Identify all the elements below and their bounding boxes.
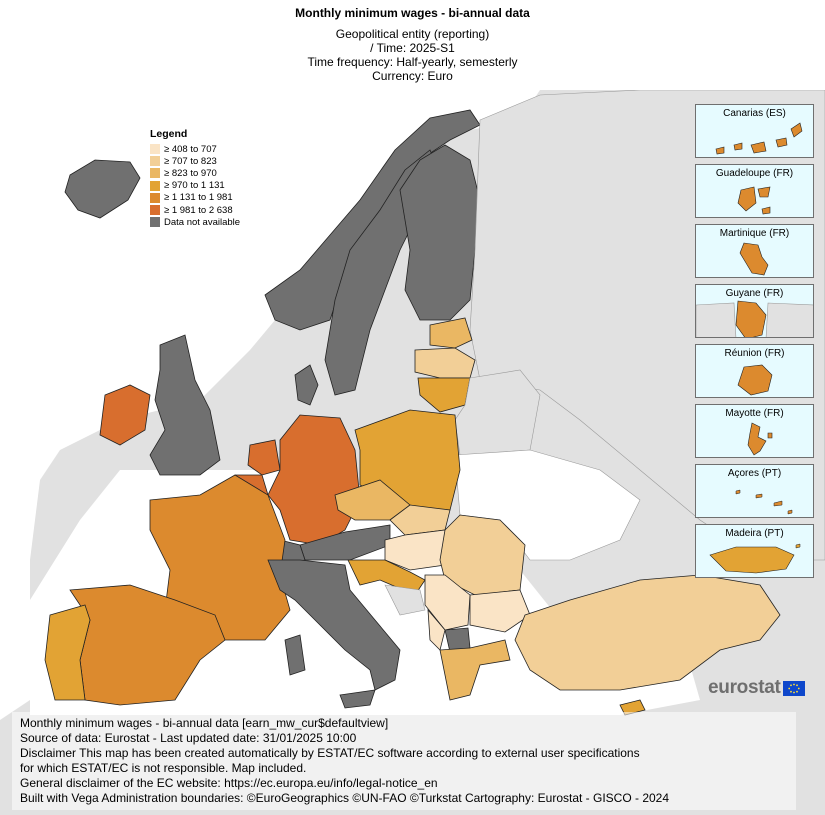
country-turkey[interactable] — [514, 574, 781, 691]
country-netherlands[interactable] — [247, 439, 281, 476]
footer-dataset: Monthly minimum wages - bi-annual data [… — [20, 716, 389, 730]
legend-label: ≥ 707 to 823 — [164, 155, 217, 167]
legend-swatch — [150, 168, 160, 179]
inset-map — [747, 422, 773, 456]
country-italy[interactable] — [267, 559, 401, 691]
subtitle-time: / Time: 2025-S1 — [370, 41, 455, 55]
footer-source: Source of data: Eurostat - Last updated … — [20, 731, 357, 745]
map-title: Monthly minimum wages - bi-annual data — [295, 6, 530, 20]
map-area[interactable] — [0, 90, 825, 815]
country-italy-sicily[interactable] — [339, 689, 376, 709]
inset-map — [735, 489, 793, 515]
inset-map — [737, 186, 771, 215]
country-serbia[interactable] — [424, 574, 471, 631]
country-united-kingdom[interactable] — [149, 334, 221, 476]
eurostat-logo: eurostat — [708, 677, 805, 699]
country-greece[interactable] — [439, 639, 511, 701]
subtitle-currency: Currency: Euro — [372, 69, 453, 83]
legend-swatch — [150, 205, 160, 216]
country-denmark[interactable] — [294, 364, 319, 406]
country-lithuania[interactable] — [417, 377, 471, 413]
legend-item: ≥ 970 to 1 131 — [150, 180, 240, 192]
inset-madeira[interactable]: Madeira (PT) — [695, 524, 814, 578]
legend-swatch — [150, 217, 160, 228]
inset-label: Guyane (FR) — [725, 288, 784, 299]
legend-item: ≥ 823 to 970 — [150, 167, 240, 179]
inset-map — [739, 242, 769, 276]
country-iceland[interactable] — [64, 159, 141, 219]
legend-swatch — [150, 180, 160, 191]
inset-reunion[interactable]: Réunion (FR) — [695, 344, 814, 398]
inset-martinique[interactable]: Martinique (FR) — [695, 224, 814, 278]
inset-canarias[interactable]: Canarias (ES) — [695, 104, 814, 158]
legend-label: ≥ 823 to 970 — [164, 167, 217, 179]
inset-guyane[interactable]: Guyane (FR) — [695, 284, 814, 338]
legend-label: ≥ 1 981 to 2 638 — [164, 204, 233, 216]
inset-map — [737, 364, 773, 396]
legend-label: ≥ 408 to 707 — [164, 143, 217, 155]
inset-acores[interactable]: Açores (PT) — [695, 464, 814, 518]
footer-disclaimer-cont: for which ESTAT/EC is not responsible. M… — [20, 761, 307, 775]
legend-title: Legend — [150, 128, 188, 140]
country-finland[interactable] — [399, 144, 481, 321]
legend-label: ≥ 970 to 1 131 — [164, 180, 225, 192]
inset-label: Canarias (ES) — [723, 108, 786, 119]
subtitle-geo: Geopolitical entity (reporting) — [335, 27, 490, 41]
country-slovakia[interactable] — [389, 504, 451, 536]
legend-swatch — [150, 192, 160, 203]
legend-item: ≥ 408 to 707 — [150, 143, 240, 155]
footer-backdrop — [12, 712, 796, 810]
country-estonia[interactable] — [429, 317, 473, 349]
footer-credits: Built with Vega Administration boundarie… — [20, 791, 670, 805]
inset-label: Guadeloupe (FR) — [715, 168, 794, 179]
legend-item: ≥ 1 131 to 1 981 — [150, 192, 240, 204]
country-portugal[interactable] — [44, 604, 91, 701]
eu-flag-icon — [782, 680, 805, 696]
country-latvia[interactable] — [414, 347, 476, 379]
inset-mayotte[interactable]: Mayotte (FR) — [695, 404, 814, 458]
legend: Legend ≥ 408 to 707 ≥ 707 to 823 ≥ 823 t… — [150, 128, 240, 228]
inset-label: Açores (PT) — [727, 468, 782, 479]
legend-label: ≥ 1 131 to 1 981 — [164, 192, 233, 204]
country-cyprus[interactable] — [619, 699, 646, 716]
inset-guadeloupe[interactable]: Guadeloupe (FR) — [695, 164, 814, 218]
legend-swatch — [150, 156, 160, 167]
legend-item: ≥ 707 to 823 — [150, 155, 240, 167]
inset-label: Madeira (PT) — [725, 528, 784, 539]
country-italy-sardinia[interactable] — [284, 634, 306, 676]
logo-text: eurostat — [708, 677, 781, 698]
inset-label: Mayotte (FR) — [725, 408, 784, 419]
legend-swatch — [150, 144, 160, 155]
country-croatia[interactable] — [347, 559, 426, 596]
inset-map — [715, 122, 803, 155]
inset-label: Martinique (FR) — [719, 228, 790, 239]
footer: Monthly minimum wages - bi-annual data [… — [20, 716, 669, 806]
legend-item: ≥ 1 981 to 2 638 — [150, 204, 240, 216]
eu-stars-icon — [787, 683, 800, 693]
country-ireland[interactable] — [99, 384, 151, 446]
legend-label: Data not available — [164, 216, 241, 228]
country-bulgaria[interactable] — [469, 589, 531, 633]
inset-map — [709, 543, 801, 574]
country-france[interactable] — [149, 474, 291, 641]
subtitle-frequency: Time frequency: Half-yearly, semesterly — [307, 55, 518, 69]
footer-disclaimer: Disclaimer This map has been created aut… — [20, 746, 640, 760]
footer-general-disclaimer: General disclaimer of the EC website: ht… — [20, 776, 438, 790]
inset-label: Réunion (FR) — [724, 348, 785, 359]
inset-map — [696, 300, 813, 337]
legend-item: Data not available — [150, 216, 240, 228]
